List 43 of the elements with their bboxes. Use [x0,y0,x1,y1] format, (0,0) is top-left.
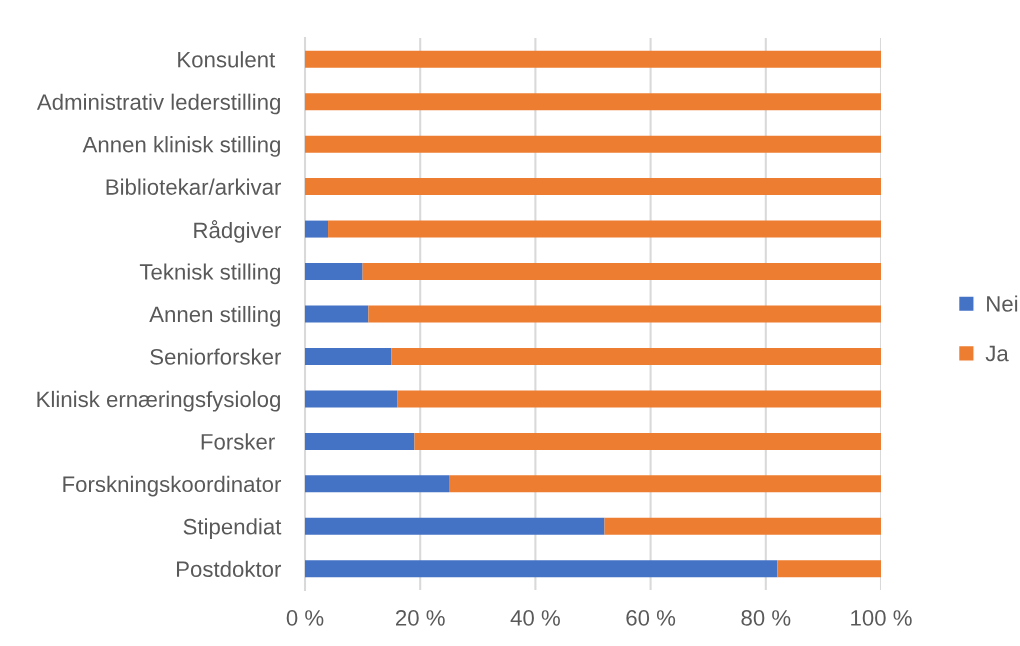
bar [362,263,881,281]
y-tick-label: Annen stilling [149,305,280,327]
x-tick-label: 100 % [851,610,912,626]
bar [414,432,881,450]
y-tick-label: Bibliotekar/arkivar [106,178,282,195]
y-tick-label: Klinisk ernæringsfysiolog [37,390,280,412]
y-tick-label: Annen klinisk stilling [82,136,280,157]
bar [391,347,881,365]
bar [449,475,881,493]
y-tick-label: Administrativ lederstilling [36,93,280,115]
x-tick-label: 80 % [741,610,791,626]
x-tick-label: 60 % [626,610,676,626]
bar [305,220,329,238]
bar [368,305,881,323]
bar [305,517,605,535]
bar [305,305,369,323]
y-tick-label: Rådgiver [194,220,282,243]
bar [328,220,881,238]
bar [305,50,881,68]
x-tick-label: 0 % [286,610,324,626]
bar [305,560,778,578]
y-tick-label: Postdoktor [176,560,282,578]
bar [305,390,398,408]
bar [397,390,881,408]
bar [305,263,363,281]
bar [777,560,881,578]
y-tick-label: Forsker [201,433,275,450]
bar [305,178,881,196]
bar [305,432,415,450]
legend-label: Ja [985,345,1009,362]
y-tick-label: Forskningskoordinator [63,475,282,497]
bar [305,93,881,111]
bar [305,475,449,493]
x-tick-label: 20 % [395,610,445,626]
bar [305,135,881,153]
y-tick-label: Konsulent [178,51,276,68]
legend-label: Nei [987,295,1018,312]
y-tick-label: Seniorforsker [150,348,282,365]
y-tick-label: Teknisk stilling [139,263,280,285]
bar [604,517,881,535]
y-tick-label: Stipendiat [183,518,282,539]
bar [305,347,392,365]
x-tick-label: 40 % [510,610,560,626]
